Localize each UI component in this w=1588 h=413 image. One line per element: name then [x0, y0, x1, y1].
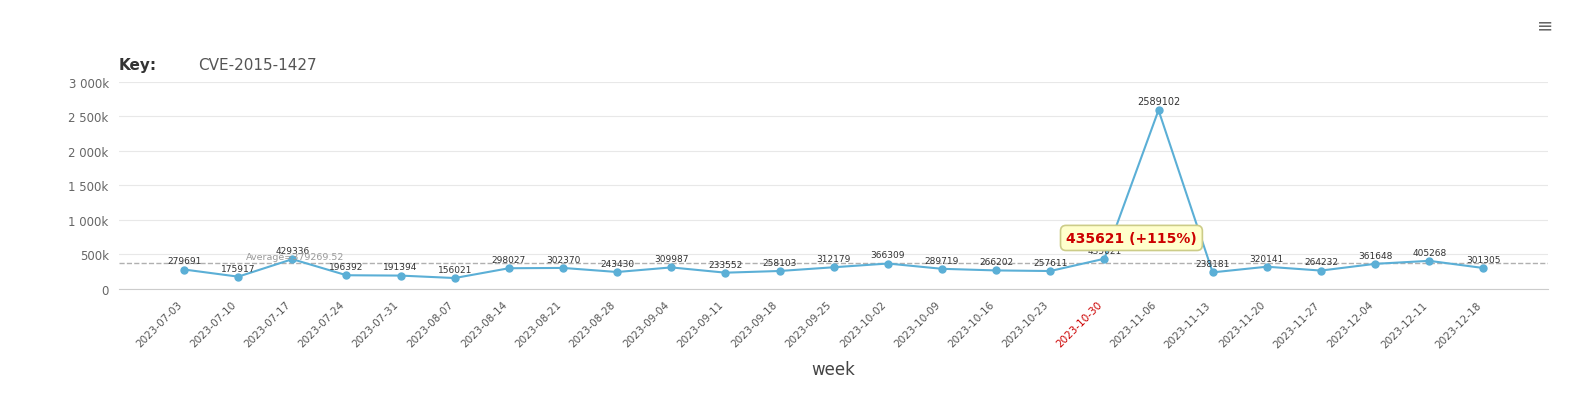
Text: Key:: Key:	[119, 58, 157, 73]
Point	[605, 269, 630, 275]
Text: 405268: 405268	[1412, 248, 1447, 257]
Point	[441, 275, 467, 282]
Text: 312179: 312179	[816, 254, 851, 263]
Text: 258103: 258103	[762, 258, 797, 267]
X-axis label: week: week	[811, 360, 856, 378]
Point	[225, 274, 251, 280]
Text: 264232: 264232	[1304, 258, 1339, 267]
Text: 156021: 156021	[438, 265, 472, 274]
Text: CVE-2015-1427: CVE-2015-1427	[198, 58, 316, 73]
Point	[1037, 268, 1062, 275]
Point	[875, 261, 900, 267]
Text: 320141: 320141	[1250, 254, 1285, 263]
Point	[1255, 264, 1280, 271]
Point	[333, 272, 359, 279]
Text: 289719: 289719	[924, 256, 959, 265]
Point	[387, 273, 413, 279]
Point	[1147, 107, 1172, 114]
Text: 429336: 429336	[275, 247, 310, 255]
Text: Average=379269.52: Average=379269.52	[246, 253, 345, 262]
Point	[1470, 265, 1496, 272]
Point	[495, 265, 521, 272]
Text: 196392: 196392	[329, 263, 364, 271]
Text: 309987: 309987	[654, 255, 689, 263]
Text: 257611: 257611	[1034, 258, 1067, 267]
Text: 266202: 266202	[980, 258, 1013, 267]
Text: 191394: 191394	[383, 263, 418, 272]
Point	[1309, 268, 1334, 274]
Text: 279691: 279691	[167, 257, 202, 266]
Text: 238181: 238181	[1196, 260, 1229, 268]
Point	[279, 256, 305, 263]
Text: 243430: 243430	[600, 259, 634, 268]
Text: 298027: 298027	[492, 256, 526, 264]
Text: 2589102: 2589102	[1137, 97, 1180, 107]
Point	[1201, 269, 1226, 276]
Point	[1091, 256, 1116, 262]
Point	[821, 264, 846, 271]
Point	[929, 266, 954, 273]
Text: ≡: ≡	[1537, 17, 1553, 36]
Text: 366309: 366309	[870, 251, 905, 260]
Point	[659, 264, 684, 271]
Point	[713, 270, 738, 276]
Point	[983, 268, 1008, 274]
Point	[551, 265, 576, 272]
Text: 175917: 175917	[221, 264, 256, 273]
Point	[172, 266, 197, 273]
Text: 233552: 233552	[708, 260, 743, 269]
Text: 302370: 302370	[546, 255, 580, 264]
Point	[1363, 261, 1388, 268]
Text: 435621: 435621	[1088, 246, 1121, 255]
Point	[1416, 258, 1442, 264]
Text: 301305: 301305	[1466, 255, 1501, 264]
Point	[767, 268, 792, 275]
Text: 435621 (+115%): 435621 (+115%)	[1066, 231, 1197, 245]
Text: 361648: 361648	[1358, 251, 1393, 260]
